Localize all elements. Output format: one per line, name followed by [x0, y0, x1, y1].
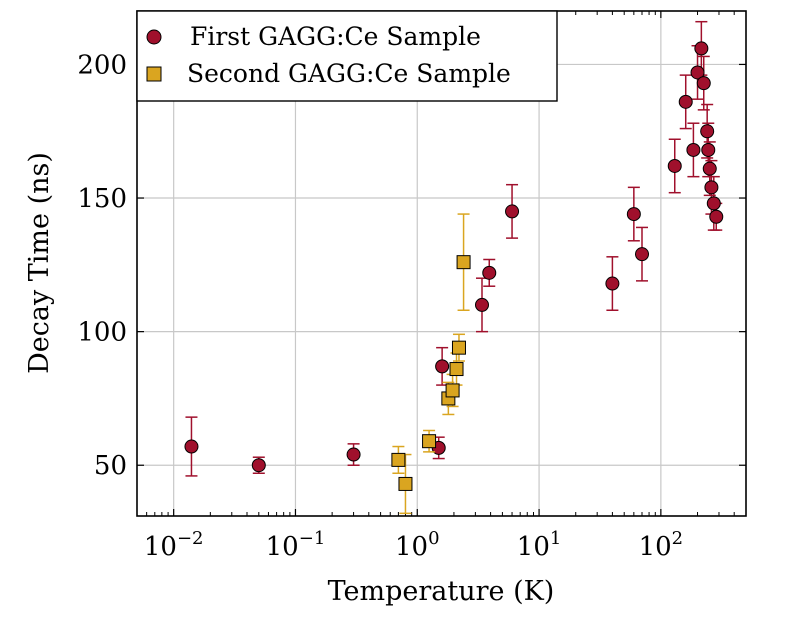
y-tick-label: 200 — [77, 50, 127, 80]
data-point — [678, 94, 693, 109]
x-tick-label: 10−2 — [144, 528, 204, 562]
y-tick-label: 50 — [94, 451, 127, 481]
data-point — [435, 359, 450, 374]
legend-marker-second-sample — [146, 66, 162, 82]
x-tick-label-base: 10 — [517, 532, 550, 562]
x-tick-label-base: 10 — [266, 532, 299, 562]
data-point — [686, 142, 701, 157]
y-axis-title: Decay Time (ns) — [24, 152, 55, 374]
data-point — [605, 276, 620, 291]
x-tick-label: 100 — [395, 528, 440, 562]
data-point — [706, 196, 721, 211]
x-tick-label-exponent: 0 — [428, 528, 439, 549]
data-point — [696, 76, 711, 91]
data-point — [251, 458, 266, 473]
y-tick-label: 150 — [77, 184, 127, 214]
x-tick-label-base: 10 — [395, 532, 428, 562]
data-point — [474, 297, 489, 312]
data-point — [346, 447, 361, 462]
y-tick-label: 100 — [77, 318, 127, 348]
data-point — [702, 161, 717, 176]
data-point — [505, 204, 520, 219]
data-point — [634, 247, 649, 262]
data-point — [690, 65, 705, 80]
data-point — [694, 41, 709, 56]
x-tick-label-exponent: 2 — [672, 528, 683, 549]
x-tick-label: 10−1 — [266, 528, 326, 562]
data-point — [700, 124, 715, 139]
data-point — [704, 180, 719, 195]
data-point — [391, 452, 406, 467]
legend-label-second-sample: Second GAGG:Ce Sample — [187, 59, 511, 88]
data-point — [398, 476, 413, 491]
data-point — [422, 434, 437, 449]
x-tick-label: 101 — [517, 528, 562, 562]
series-first-sample — [184, 20, 724, 477]
data-point — [709, 209, 724, 224]
data-point — [456, 255, 471, 270]
legend-label-first-sample: First GAGG:Ce Sample — [190, 22, 481, 51]
data-point — [445, 383, 460, 398]
data-series — [184, 20, 724, 515]
x-tick-label-exponent: −2 — [177, 528, 204, 549]
x-axis-title: Temperature (K) — [328, 576, 555, 607]
legend-marker-first-sample — [146, 29, 162, 45]
data-point — [451, 340, 466, 355]
series-second-sample — [391, 213, 471, 515]
x-tick-label-exponent: 1 — [550, 528, 561, 549]
data-point — [184, 439, 199, 454]
data-point — [701, 142, 716, 157]
x-tick-label-base: 10 — [144, 532, 177, 562]
x-tick-label: 102 — [639, 528, 684, 562]
x-tick-label-exponent: −1 — [299, 528, 326, 549]
data-point — [626, 207, 641, 222]
legend-box — [136, 10, 558, 102]
data-point — [482, 265, 497, 280]
data-point — [667, 158, 682, 173]
x-tick-label-base: 10 — [639, 532, 672, 562]
data-point — [449, 362, 464, 377]
legend: First GAGG:Ce Sample Second GAGG:Ce Samp… — [136, 10, 558, 102]
